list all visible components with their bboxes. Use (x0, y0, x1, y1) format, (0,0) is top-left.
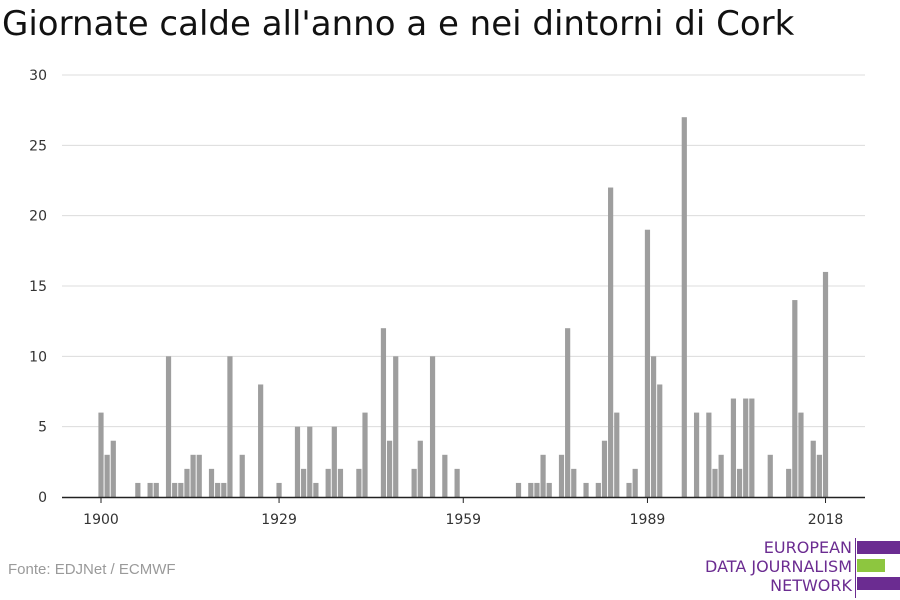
bar (294, 426, 301, 497)
bar (239, 454, 245, 497)
bar (730, 398, 737, 497)
x-tick-label: 2018 (808, 512, 844, 528)
bar (454, 468, 460, 497)
bar (681, 117, 687, 497)
bar (215, 482, 221, 497)
bar (227, 356, 233, 497)
bar (693, 412, 700, 497)
bar (331, 426, 337, 497)
bar (386, 440, 393, 497)
edjnet-logo: EUROPEAN DATA JOURNALISM NETWORK (705, 538, 900, 598)
bar (442, 454, 448, 497)
bar (135, 482, 141, 497)
bar (743, 398, 749, 497)
bar (712, 468, 718, 497)
y-tick-label: 5 (38, 420, 47, 436)
y-tick-label: 0 (38, 490, 47, 506)
bar (196, 454, 202, 497)
logo-bar-purple (857, 577, 900, 590)
bar (706, 412, 712, 497)
bar (313, 482, 319, 497)
bar (417, 440, 423, 497)
bar (810, 440, 816, 497)
x-tick-label: 1989 (630, 512, 666, 528)
bar (178, 482, 184, 497)
bar (258, 384, 264, 497)
bar (534, 482, 540, 497)
bar (380, 328, 387, 497)
logo-line: DATA JOURNALISM (705, 557, 852, 576)
bar (147, 482, 153, 497)
logo-divider (855, 538, 856, 598)
bar (301, 468, 307, 497)
bar (208, 468, 215, 497)
bar (153, 482, 159, 497)
bar (565, 328, 571, 497)
y-tick-labels: 0 5 10 15 20 25 30 (29, 68, 47, 506)
bar (718, 454, 724, 497)
x-tick-label: 1959 (445, 512, 481, 528)
bar (411, 468, 417, 497)
bar (822, 271, 829, 497)
bar (798, 412, 804, 497)
bar (98, 412, 104, 497)
bar (307, 426, 313, 497)
bar (221, 482, 227, 497)
logo-bar-purple (857, 541, 900, 554)
bar (632, 468, 638, 497)
bar (601, 440, 608, 497)
bar (362, 412, 368, 497)
bar (104, 454, 110, 497)
bar (429, 356, 436, 497)
logo-bar-green (857, 559, 885, 572)
y-tick-label: 30 (29, 68, 47, 84)
bar (325, 468, 331, 497)
y-tick-label: 25 (29, 138, 47, 154)
bar (528, 482, 534, 497)
x-tick-label: 1929 (261, 512, 297, 528)
x-tick-label: 1900 (83, 512, 119, 528)
logo-text: EUROPEAN DATA JOURNALISM NETWORK (705, 538, 852, 595)
bar (626, 482, 632, 497)
bar (515, 482, 522, 497)
y-tick-label: 15 (29, 279, 47, 295)
logo-line: EUROPEAN (763, 538, 852, 557)
bar (184, 468, 190, 497)
bar (337, 468, 344, 497)
bar (540, 454, 546, 497)
bar (172, 482, 178, 497)
bar (767, 454, 773, 497)
bar (595, 482, 601, 497)
bar (356, 468, 362, 497)
bar (583, 482, 589, 497)
bar (558, 454, 565, 497)
bar (571, 468, 577, 497)
bar (614, 412, 620, 497)
bar (651, 356, 657, 497)
bar (608, 187, 614, 497)
x-tick-labels: 1900 1929 1959 1989 2018 (83, 512, 843, 528)
gridlines (62, 74, 865, 428)
bar (276, 482, 282, 497)
source-note: Fonte: EDJNet / ECMWF (8, 561, 176, 578)
bar (546, 482, 552, 497)
bar (749, 398, 755, 497)
bar (792, 300, 798, 497)
y-tick-label: 20 (29, 209, 47, 225)
bar (393, 356, 399, 497)
bar (190, 454, 196, 497)
x-axis (62, 496, 865, 503)
logo-line: NETWORK (770, 576, 852, 595)
bar (644, 229, 651, 498)
y-tick-label: 10 (29, 349, 47, 365)
bar (110, 440, 116, 497)
bar (736, 468, 743, 497)
bar (786, 468, 792, 497)
bar (816, 454, 822, 497)
bar (165, 356, 172, 497)
chart-title: Giornate calde all'anno a e nei dintorni… (2, 4, 795, 44)
bar (657, 384, 663, 497)
bars (98, 117, 829, 498)
